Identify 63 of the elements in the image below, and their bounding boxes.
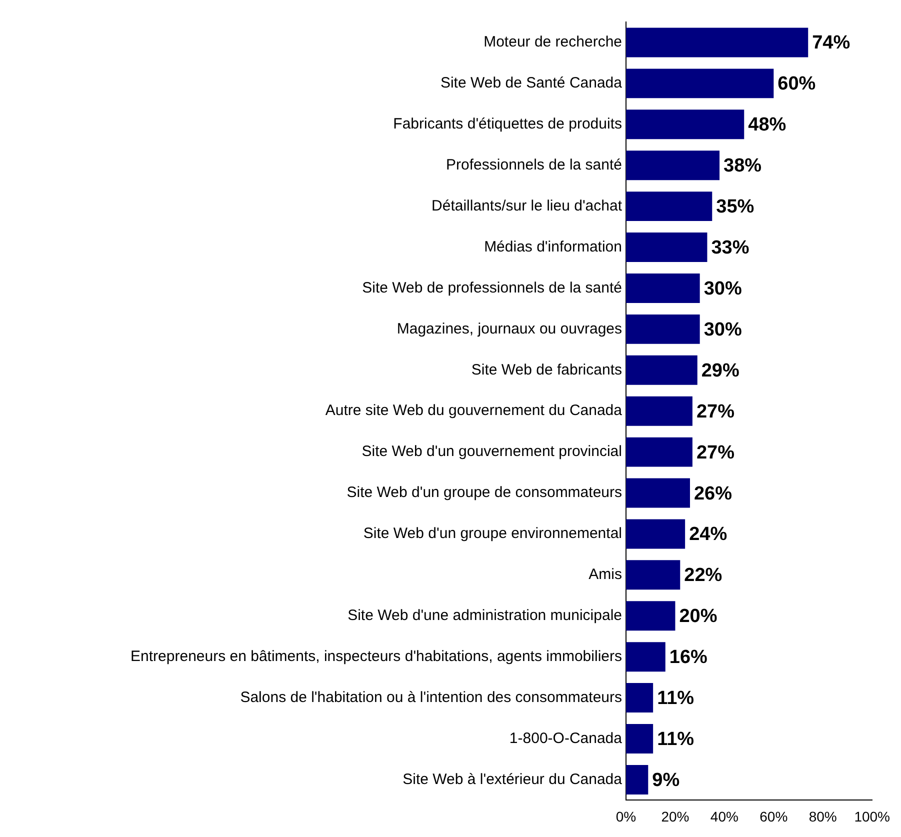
data-label: 27% (696, 442, 735, 464)
bar (626, 355, 698, 385)
data-label: 20% (679, 606, 718, 628)
data-label: 33% (711, 238, 750, 259)
data-label: 11% (657, 688, 694, 710)
bar (626, 192, 712, 222)
bar (626, 519, 686, 549)
data-label: 11% (657, 729, 694, 750)
x-tick-label: 40% (710, 808, 738, 824)
bar (626, 683, 654, 713)
y-tick-label: Site Web d'un gouvernement provincial (362, 443, 622, 460)
y-tick-label: Moteur de recherche (484, 34, 622, 51)
bar (626, 396, 692, 426)
y-tick-label: Site Web d'une administration municipale (348, 607, 622, 624)
data-label: 26% (694, 483, 732, 504)
bar (626, 642, 666, 672)
bar (626, 478, 690, 508)
y-tick-label: Entrepreneurs en bâtiments, inspecteurs d'habitations, agents immobiliers (130, 648, 622, 665)
y-tick-label: Détaillants/sur le lieu d'achat (432, 197, 623, 214)
y-tick-label: Salons de l'habitation ou à l'intention des consommateurs (240, 688, 622, 706)
y-tick-label: Site Web de fabricants (471, 361, 622, 378)
bar (626, 724, 654, 754)
data-label: 30% (704, 278, 742, 300)
data-label: 27% (696, 401, 735, 422)
y-tick-label: Site Web d'un groupe environnemental (363, 525, 622, 542)
data-label: 48% (748, 114, 786, 136)
data-label: 38% (724, 156, 762, 177)
bar (626, 150, 720, 180)
bar (626, 437, 692, 467)
y-tick-label: Site Web de professionnels de la santé (362, 279, 622, 296)
bar (626, 232, 708, 262)
x-tick-label: 100% (854, 808, 890, 824)
data-label: 9% (652, 770, 680, 791)
data-label: 35% (716, 196, 754, 218)
bar (626, 110, 744, 140)
data-label: 60% (778, 74, 816, 95)
x-tick-label: 0% (616, 808, 636, 824)
data-label: 74% (812, 32, 850, 54)
y-tick-label: Médias d'information (484, 238, 622, 256)
data-label: 22% (684, 565, 722, 586)
x-tick-label: 80% (808, 808, 837, 824)
data-label: 16% (669, 647, 708, 668)
bar (626, 601, 676, 631)
x-tick-label: 60% (760, 808, 788, 824)
bar (626, 764, 648, 794)
data-label: 30% (704, 319, 742, 340)
x-tick-label: 20% (661, 808, 690, 824)
y-tick-label: Site Web d'un groupe de consommateurs (346, 484, 622, 502)
y-tick-label: Magazines, journaux ou ouvrages (396, 320, 622, 338)
bar (626, 28, 808, 58)
y-tick-label: Site Web de Santé Canada (440, 74, 623, 92)
y-tick-label: Amis (588, 566, 622, 584)
y-tick-label: Autre site Web du gouvernement du Canada (325, 402, 623, 420)
y-tick-label: Professionnels de la santé (446, 156, 622, 174)
bar (626, 273, 700, 303)
bar (626, 314, 700, 344)
bar (626, 560, 680, 590)
data-label: 29% (701, 360, 740, 382)
y-tick-label: 1-800-O-Canada (509, 730, 623, 747)
data-label: 24% (689, 524, 728, 546)
bar (626, 68, 774, 98)
y-tick-label: Fabricants d'étiquettes de produits (393, 116, 622, 133)
y-tick-label: Site Web à l'extérieur du Canada (402, 770, 623, 788)
